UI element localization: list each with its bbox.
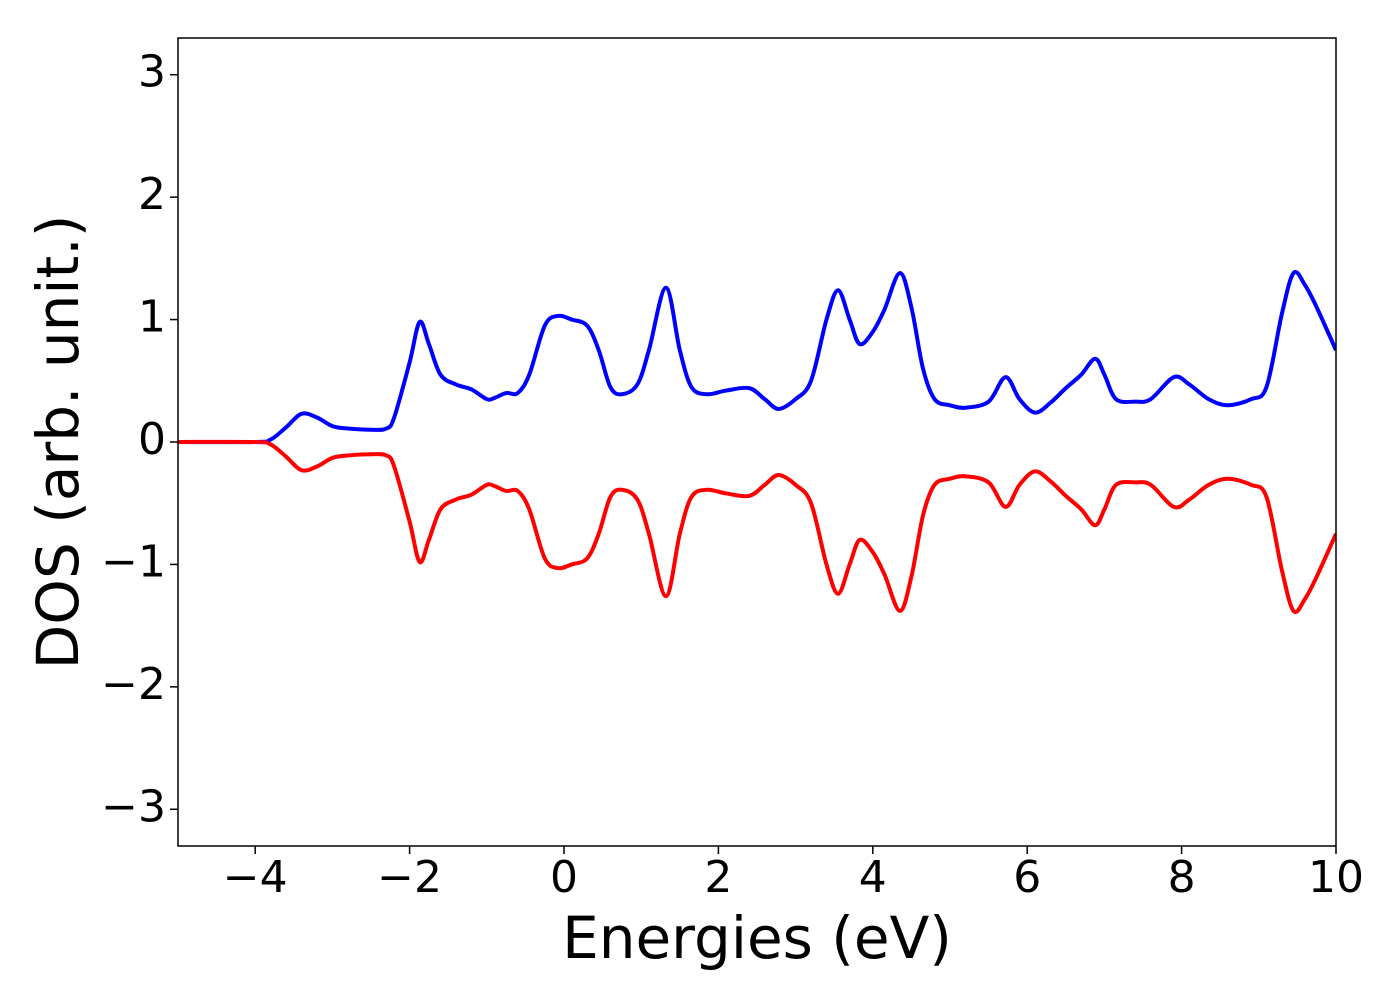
x-tick-label: 2 xyxy=(704,852,732,903)
plot-frame xyxy=(177,37,1337,847)
x-tick-label: 6 xyxy=(1013,852,1041,903)
x-tick-label: −2 xyxy=(377,852,442,903)
x-axis-label: Energies (eV) xyxy=(562,904,952,972)
y-axis-label: DOS (arb. unit.) xyxy=(24,215,92,670)
y-tick-label: −3 xyxy=(101,781,166,832)
x-tick-label: 8 xyxy=(1168,852,1196,903)
y-tick-label: 2 xyxy=(138,169,166,220)
y-tick-label: 3 xyxy=(138,47,166,98)
x-tick-label: 0 xyxy=(550,852,578,903)
y-tick-label: 0 xyxy=(138,414,166,465)
y-tick-label: −2 xyxy=(101,659,166,710)
series-line xyxy=(178,439,1336,615)
series-line xyxy=(178,269,1336,445)
x-tick-label: 10 xyxy=(1308,852,1364,903)
y-tick-label: 1 xyxy=(138,292,166,343)
y-tick-label: −1 xyxy=(101,536,166,587)
x-tick-label: 4 xyxy=(859,852,887,903)
x-tick-label: −4 xyxy=(223,852,288,903)
